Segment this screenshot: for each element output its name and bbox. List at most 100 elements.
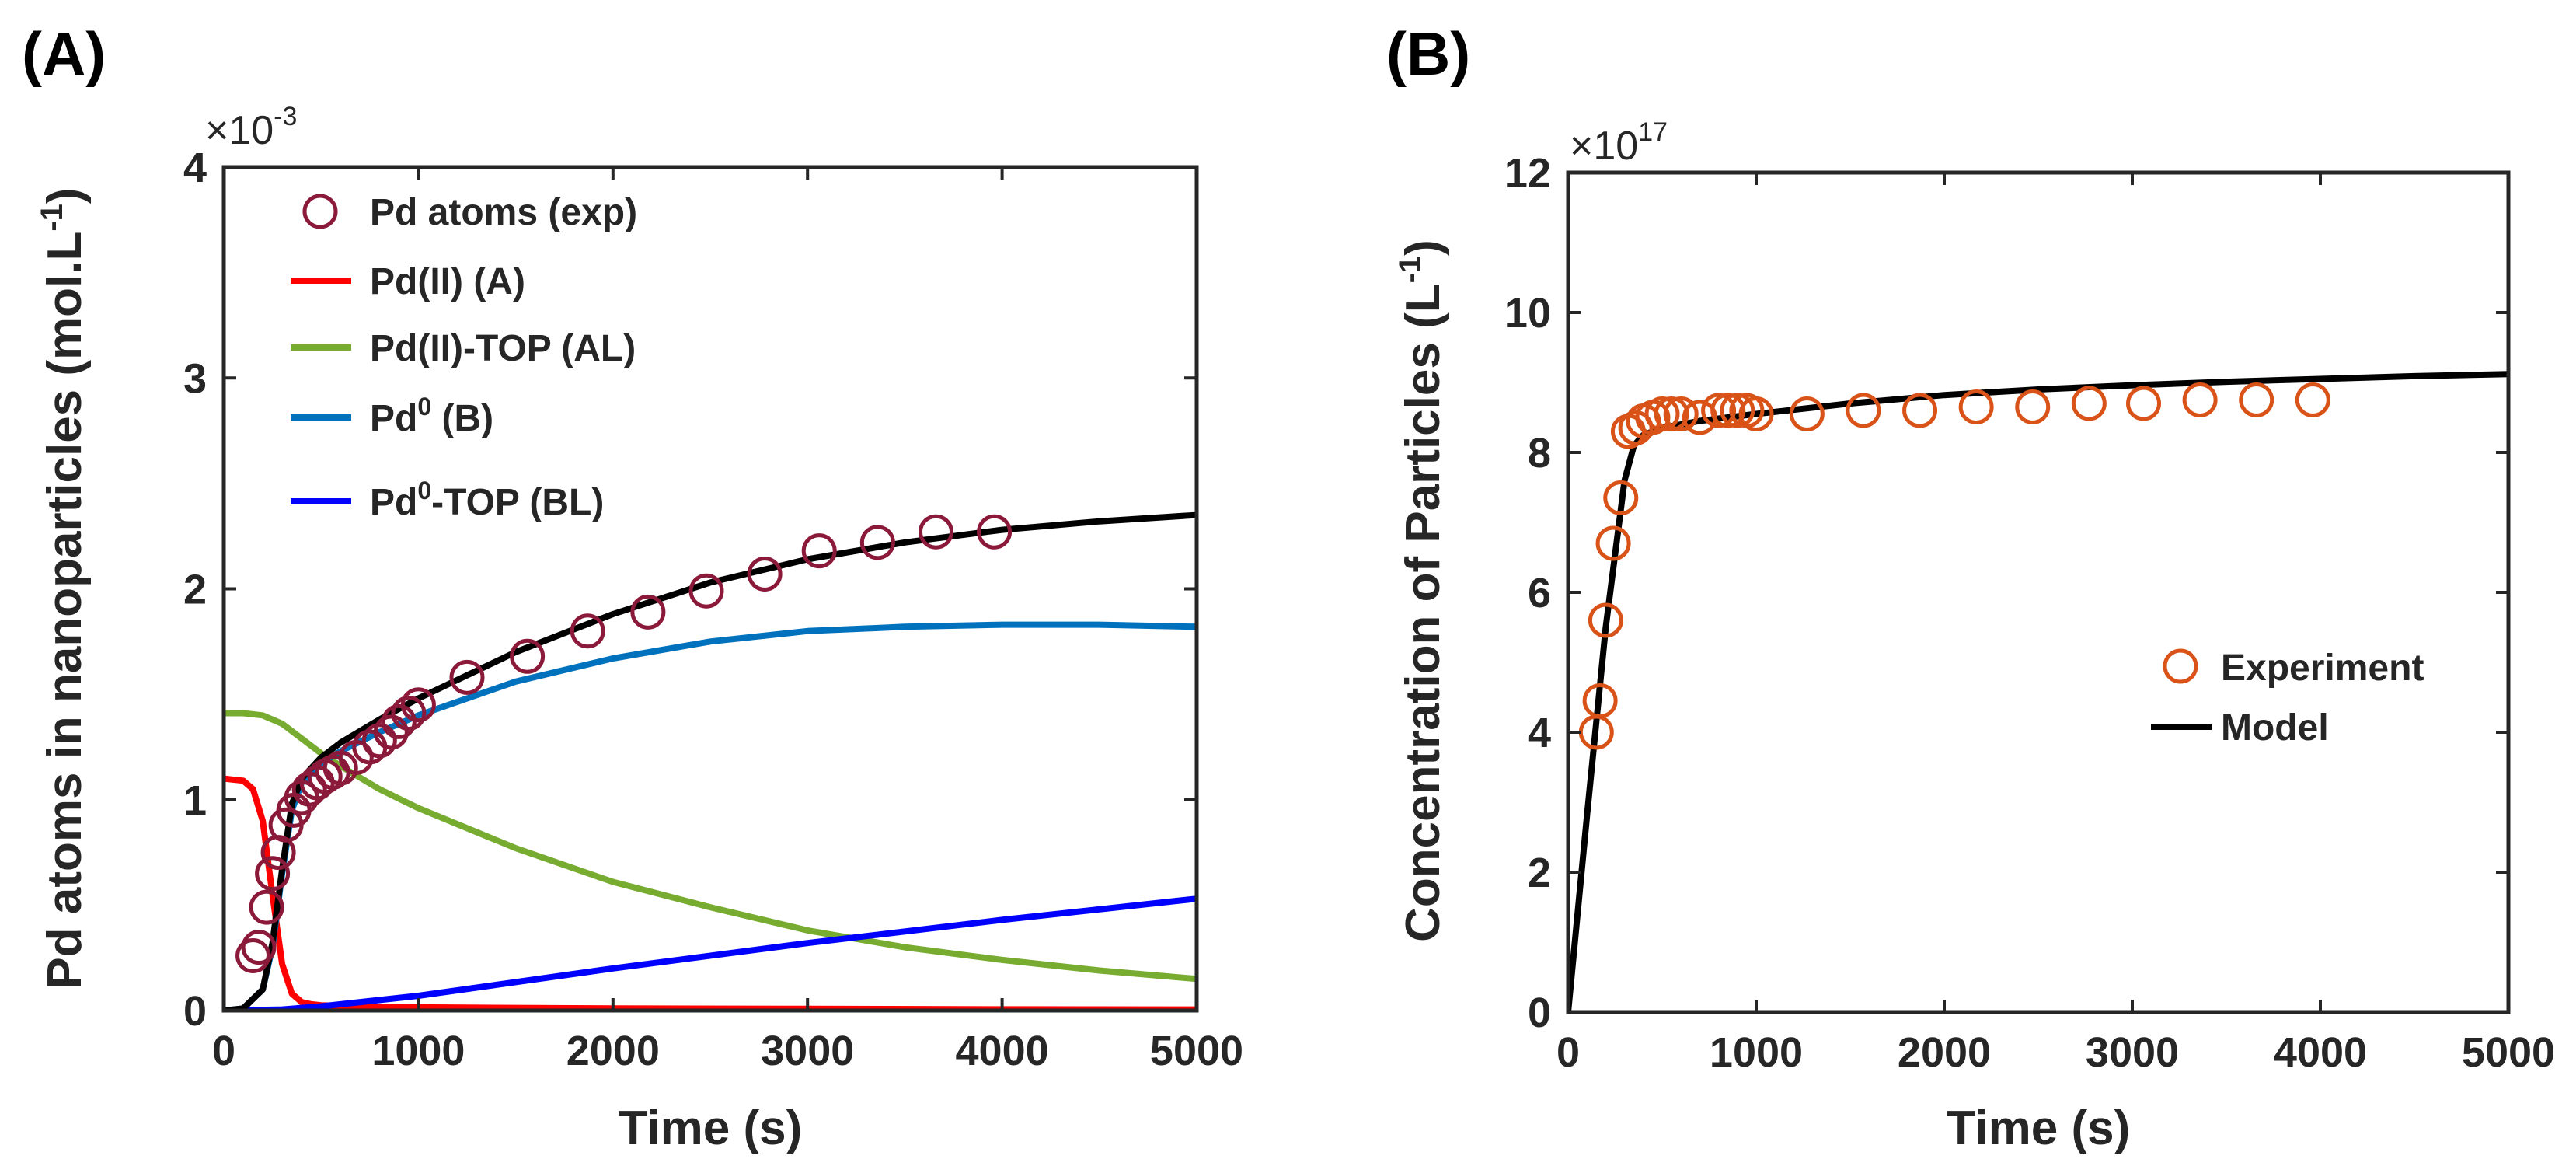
ticks-a: 0 1000 2000 3000 4000 5000 0 1 2 3 4 bbox=[183, 145, 1243, 1074]
y-multiplier-a: ×10-3 bbox=[205, 102, 297, 153]
y-axis-label-a-sup: -1 bbox=[35, 204, 69, 232]
data-point-exp bbox=[373, 714, 409, 750]
data-point-exp bbox=[449, 659, 485, 695]
x-tick-label: 4000 bbox=[2274, 1029, 2367, 1076]
y-tick-label: 4 bbox=[183, 145, 207, 191]
x-axis-label-a: Time (s) bbox=[619, 1101, 803, 1155]
y-tick-label: 12 bbox=[1504, 150, 1551, 197]
data-point-exp bbox=[1582, 683, 1618, 718]
x-axis-label-b: Time (s) bbox=[1947, 1101, 2131, 1155]
legend-a: Pd atoms (exp) Pd(II) (A) Pd(II)-TOP (AL… bbox=[291, 192, 637, 523]
data-point-exp bbox=[1720, 393, 1755, 428]
data-point-exp bbox=[688, 573, 724, 609]
data-point-exp bbox=[1958, 389, 1994, 424]
y-axis-label-a: Pd atoms in nanoparticles (mol.L-1) bbox=[35, 187, 92, 989]
legend-label-experiment: Experiment bbox=[2221, 648, 2424, 689]
y-tick-label: 0 bbox=[183, 988, 207, 1035]
data-point-exp bbox=[801, 533, 837, 569]
y-tick-label: 3 bbox=[183, 355, 207, 402]
y-axis-label-b-end: ) bbox=[1396, 239, 1450, 256]
x-tick-label: 3000 bbox=[761, 1028, 854, 1074]
data-point-exp bbox=[630, 594, 666, 630]
data-point-exp bbox=[2182, 382, 2218, 417]
markers-a bbox=[235, 514, 1013, 973]
legend-label-pd0-b-sup: 0 bbox=[417, 393, 431, 421]
legend-b: Experiment Model bbox=[2151, 648, 2424, 749]
y-tick-label: 0 bbox=[1528, 990, 1551, 1036]
legend-label-pd0-top-bl-rest: -TOP (BL) bbox=[431, 482, 604, 523]
y-tick-label: 10 bbox=[1504, 290, 1551, 337]
data-point-exp bbox=[1738, 396, 1774, 431]
y-multiplier-base-b: ×10 bbox=[1570, 124, 1638, 169]
y-tick-label: 1 bbox=[183, 777, 207, 824]
data-point-exp bbox=[2015, 389, 2051, 424]
data-point-exp bbox=[1588, 602, 1623, 638]
y-multiplier-exp-a: -3 bbox=[274, 102, 297, 131]
x-tick-label: 2000 bbox=[566, 1028, 660, 1074]
y-axis-label-a-end: ) bbox=[38, 187, 92, 204]
data-point-exp bbox=[1846, 393, 1881, 428]
panel-a: (A) 0 1000 2000 3000 4000 5000 0 1 2 3 4 ×10-3 Tim… bbox=[22, 19, 1243, 1155]
y-multiplier-base-a: ×10 bbox=[205, 108, 274, 153]
x-tick-label: 5000 bbox=[1150, 1028, 1243, 1074]
data-point-exp bbox=[918, 514, 953, 550]
y-axis-label-b-sup: -1 bbox=[1393, 256, 1427, 284]
legend-label-pd0-top-bl-sup: 0 bbox=[417, 477, 431, 504]
data-point-exp bbox=[510, 638, 546, 674]
x-tick-label: 5000 bbox=[2462, 1029, 2555, 1076]
y-multiplier-exp-b: 17 bbox=[1638, 117, 1668, 147]
data-point-exp bbox=[1618, 410, 1654, 445]
x-tick-label: 4000 bbox=[956, 1028, 1049, 1074]
y-tick-label: 2 bbox=[1528, 850, 1551, 896]
data-point-exp bbox=[400, 687, 436, 723]
data-point-exp bbox=[2126, 386, 2162, 421]
data-point-exp bbox=[1654, 396, 1689, 431]
data-point-exp bbox=[1701, 393, 1737, 428]
y-axis-label-a-main: Pd atoms in nanoparticles (mol.L bbox=[38, 232, 92, 990]
legend-marker-experiment bbox=[2163, 648, 2198, 684]
y-tick-label: 8 bbox=[1528, 430, 1551, 477]
panel-b: (B) 0 1000 2000 3000 4000 5000 0 2 4 6 8 10 12 ×1017… bbox=[1386, 19, 2555, 1155]
data-point-exp bbox=[2071, 386, 2107, 421]
data-point-exp bbox=[249, 889, 284, 925]
x-tick-label: 0 bbox=[212, 1028, 235, 1074]
x-tick-label: 0 bbox=[1556, 1029, 1580, 1076]
y-axis-label-b: Concentration of Particles (L-1) bbox=[1393, 239, 1450, 942]
panel-label-a: (A) bbox=[22, 19, 106, 88]
legend-label-pd0-b-rest: (B) bbox=[431, 398, 493, 439]
x-tick-label: 1000 bbox=[371, 1028, 465, 1074]
legend-label-pd0-b-main: Pd bbox=[370, 398, 417, 439]
data-point-exp bbox=[859, 525, 895, 560]
y-tick-label: 4 bbox=[1528, 710, 1551, 756]
data-point-exp bbox=[2295, 382, 2330, 417]
y-tick-label: 2 bbox=[183, 567, 207, 613]
y-multiplier-b: ×1017 bbox=[1570, 117, 1668, 169]
data-point-exp bbox=[1710, 393, 1746, 428]
ticks-b: 0 1000 2000 3000 4000 5000 0 2 4 6 8 10 12 bbox=[1504, 150, 2555, 1076]
data-point-exp bbox=[2239, 382, 2274, 417]
legend-label-pd0-top-bl: Pd0-TOP (BL) bbox=[370, 477, 604, 523]
legend-label-pdii-a: Pd(II) (A) bbox=[370, 261, 525, 302]
data-point-exp bbox=[747, 557, 783, 592]
y-tick-label: 6 bbox=[1528, 570, 1551, 616]
data-point-exp bbox=[1603, 480, 1639, 515]
legend-label-exp-a: Pd atoms (exp) bbox=[370, 192, 637, 233]
data-point-exp bbox=[977, 514, 1013, 550]
data-point-exp bbox=[391, 696, 427, 731]
series-line-AL bbox=[224, 710, 1197, 983]
panel-label-b: (B) bbox=[1386, 19, 1470, 88]
legend-label-pd0-top-bl-main: Pd bbox=[370, 482, 417, 523]
y-axis-label-b-main: Concentration of Particles (L bbox=[1396, 283, 1450, 941]
data-point-exp bbox=[241, 930, 277, 965]
x-tick-label: 2000 bbox=[1898, 1029, 1991, 1076]
x-tick-label: 3000 bbox=[2086, 1029, 2179, 1076]
legend-label-pd0-b: Pd0 (B) bbox=[370, 393, 493, 439]
legend-label-pdii-top-al: Pd(II)-TOP (AL) bbox=[370, 328, 636, 369]
data-point-exp bbox=[1663, 396, 1699, 431]
data-point-exp bbox=[255, 856, 291, 892]
x-tick-label: 1000 bbox=[1710, 1029, 1803, 1076]
legend-label-model: Model bbox=[2221, 707, 2329, 749]
data-point-exp bbox=[570, 613, 605, 649]
legend-marker-exp-a bbox=[302, 194, 338, 229]
